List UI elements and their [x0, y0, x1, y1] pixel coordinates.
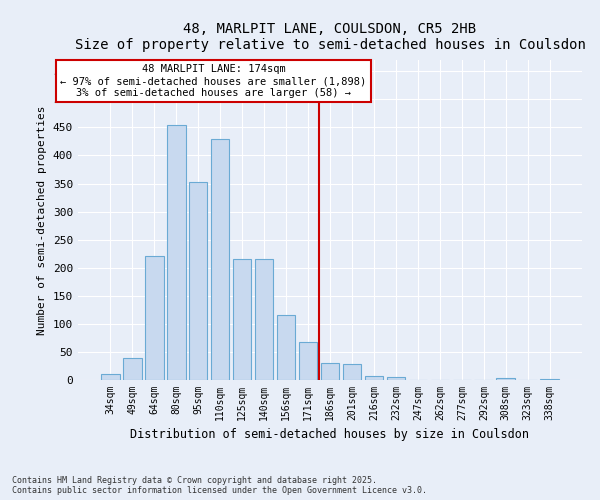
Text: 48 MARLPIT LANE: 174sqm
← 97% of semi-detached houses are smaller (1,898)
3% of : 48 MARLPIT LANE: 174sqm ← 97% of semi-de… [61, 64, 367, 98]
Bar [299, 342, 317, 380]
Bar [320, 363, 340, 380]
Y-axis label: Number of semi-detached properties: Number of semi-detached properties [37, 106, 47, 335]
Bar [255, 260, 274, 380]
Bar [233, 260, 251, 380]
Bar [211, 138, 229, 380]
Bar [277, 316, 295, 380]
X-axis label: Distribution of semi-detached houses by size in Coulsdon: Distribution of semi-detached houses by … [131, 428, 530, 442]
Bar [145, 256, 164, 380]
Title: 48, MARLPIT LANE, COULSDON, CR5 2HB
Size of property relative to semi-detached h: 48, MARLPIT LANE, COULSDON, CR5 2HB Size… [74, 22, 586, 52]
Bar [123, 358, 142, 380]
Bar [365, 376, 383, 380]
Bar [386, 377, 405, 380]
Bar [343, 364, 361, 380]
Text: Contains HM Land Registry data © Crown copyright and database right 2025.
Contai: Contains HM Land Registry data © Crown c… [12, 476, 427, 495]
Bar [167, 124, 185, 380]
Bar [101, 374, 119, 380]
Bar [189, 182, 208, 380]
Bar [541, 379, 559, 380]
Bar [496, 378, 515, 380]
